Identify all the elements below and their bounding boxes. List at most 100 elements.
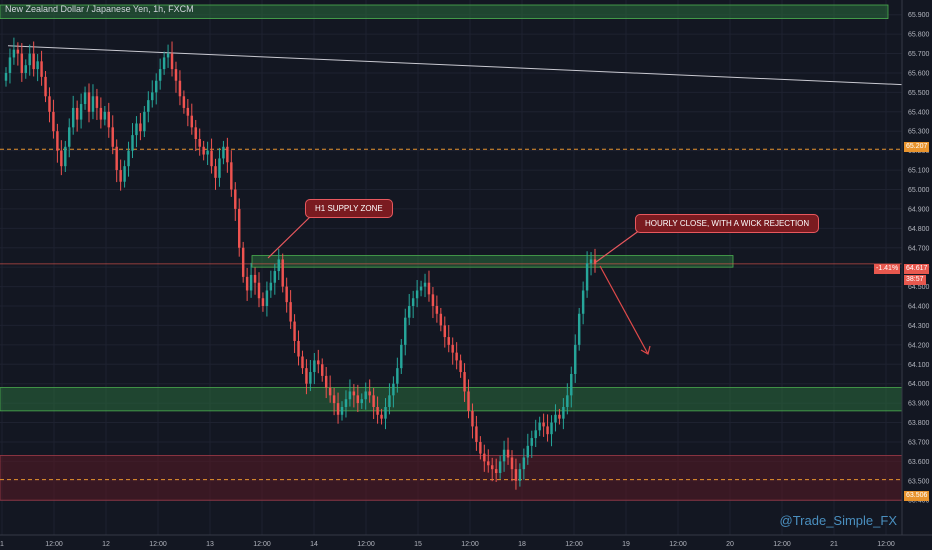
candle-body (301, 356, 304, 369)
candle-body (423, 282, 427, 287)
candle-body (190, 115, 194, 128)
candle-body (459, 360, 462, 373)
candle-body (407, 306, 411, 318)
x-tick-label: 12:00 (461, 541, 479, 548)
candle-body (277, 259, 280, 272)
candle-body (257, 282, 261, 299)
candle-body (506, 449, 510, 458)
x-tick-label: 15 (414, 541, 422, 548)
y-tick-label: 64.200 (908, 342, 930, 349)
candle-body (467, 391, 470, 411)
candle-body (119, 170, 122, 182)
x-tick-label: 12:00 (565, 541, 583, 548)
candle-body (526, 445, 530, 458)
candle-body (52, 111, 55, 132)
candle-body (372, 395, 375, 407)
y-tick-label: 64.000 (908, 381, 930, 388)
candle-body (293, 321, 296, 341)
candle-body (490, 465, 494, 470)
candle-body (68, 127, 71, 147)
candle-body (570, 373, 573, 396)
candle-body (530, 438, 533, 446)
candle-body (392, 383, 395, 396)
candle-body (174, 69, 178, 81)
candle-body (178, 80, 182, 97)
candle-body (589, 259, 593, 264)
candle-body (431, 294, 435, 307)
hourly-close-label[interactable]: HOURLY CLOSE, WITH A WICK REJECTION (635, 214, 820, 233)
candle-body (103, 111, 107, 120)
candle-body (404, 317, 407, 345)
candle-body (115, 146, 118, 171)
candle-body (8, 57, 12, 73)
candle-body (285, 286, 288, 303)
x-tick-label: 12 (102, 541, 110, 548)
y-tick-label: 65.300 (908, 129, 930, 136)
x-tick-label: 14 (310, 541, 318, 548)
candle-body (28, 53, 31, 66)
watermark: @Trade_Simple_FX (779, 513, 897, 528)
candle-body (297, 340, 300, 357)
y-tick-label: 65.400 (908, 109, 930, 116)
candle-body (71, 107, 75, 128)
candle-body (324, 375, 328, 388)
candle-body (463, 372, 466, 392)
candle-body (502, 449, 506, 462)
candle-body (435, 306, 439, 314)
candle-body (581, 290, 585, 314)
candle-body (427, 282, 431, 295)
candle-body (281, 259, 284, 287)
projection-arrowhead (640, 345, 651, 355)
y-tick-label: 63.500 (908, 478, 930, 485)
candle-body (494, 469, 498, 474)
candle-body (483, 453, 486, 462)
candle-body (289, 302, 292, 322)
y-tick-label: 65.000 (908, 187, 930, 194)
y-tick-label: 64.900 (908, 206, 930, 213)
change-pct-tag: -1.41% (874, 264, 901, 274)
candle-body (99, 107, 103, 120)
candle-body (194, 127, 197, 139)
candle-body (451, 344, 454, 353)
candle-body (585, 263, 589, 291)
candle-body (487, 461, 490, 466)
candle-body (234, 189, 237, 209)
candle-body (574, 344, 577, 374)
candle-body (336, 403, 340, 415)
countdown-tag: 38:57 (904, 275, 926, 285)
candle-body (206, 150, 209, 155)
candle-body (360, 399, 363, 404)
x-tick-label: 12:00 (45, 541, 63, 548)
candle-body (36, 61, 39, 70)
candle-body (91, 96, 95, 112)
candle-body (309, 372, 312, 384)
candle-body (411, 298, 415, 307)
candle-body (498, 461, 502, 474)
candle-body (75, 107, 79, 120)
candle-body (12, 49, 16, 58)
y-tick-label: 63.600 (908, 459, 930, 466)
candle-body (265, 290, 269, 307)
candle-body (562, 406, 565, 419)
candle-body (253, 274, 257, 283)
candle-body (214, 166, 217, 178)
candle-body (396, 368, 399, 384)
candle-body (388, 395, 391, 407)
trendline (7, 45, 903, 86)
candle-body (131, 135, 134, 151)
candle-body (83, 92, 87, 105)
candle-body (340, 406, 344, 415)
candle-body (166, 53, 170, 58)
x-tick-label: 12:00 (357, 541, 375, 548)
candle-body (317, 360, 320, 365)
candle-body (344, 399, 348, 407)
candle-body (479, 441, 482, 454)
h1-supply-zone-label[interactable]: H1 SUPPLY ZONE (305, 199, 393, 218)
x-tick-label: 13 (206, 541, 214, 548)
candle-body (226, 146, 229, 163)
candle-body (60, 150, 63, 167)
x-tick-label: 12:00 (253, 541, 271, 548)
x-tick-label: 12:00 (877, 541, 895, 548)
